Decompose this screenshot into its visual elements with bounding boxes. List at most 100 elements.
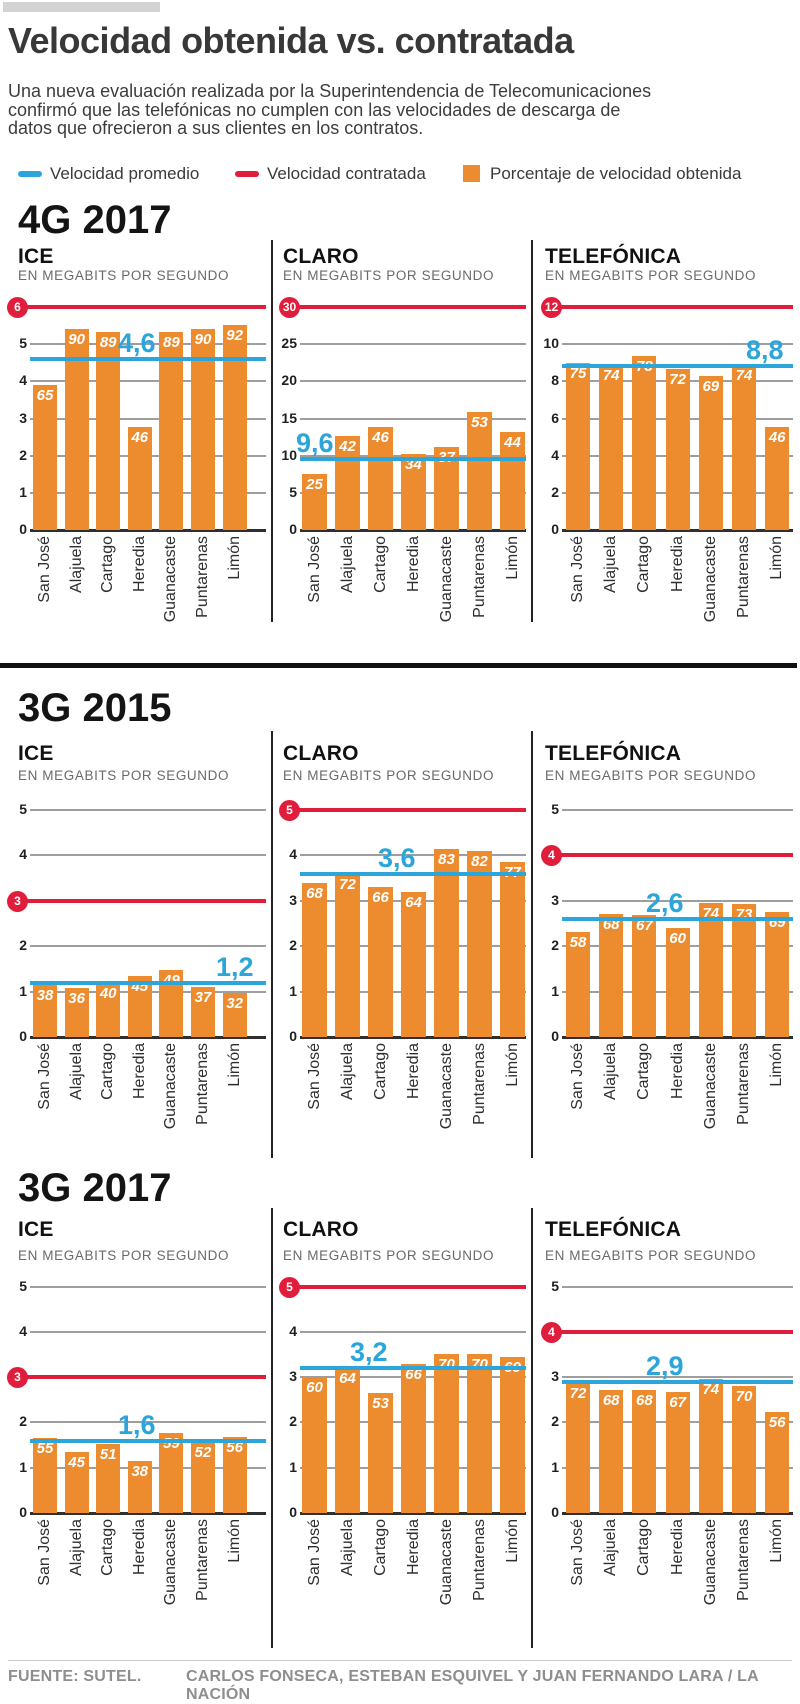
bar-value-label: 37	[194, 988, 212, 1006]
bar	[434, 1354, 459, 1513]
section-title: 3G 2017	[18, 1166, 172, 1210]
bar	[335, 436, 360, 530]
unit-label: EN MEGABITS POR SEGUNDO	[18, 268, 230, 283]
bar	[127, 1461, 152, 1513]
x-axis-label: San José	[36, 536, 53, 603]
x-axis-label: Limón	[768, 536, 786, 580]
legend-label-contracted: Velocidad contratada	[267, 164, 426, 183]
bar	[434, 447, 459, 530]
bar	[64, 987, 89, 1037]
bar	[191, 1442, 215, 1513]
section-title: 3G 2015	[18, 686, 172, 730]
y-tick-label: 5	[19, 801, 27, 817]
average-value-label: 1,2	[216, 951, 254, 982]
source-text: FUENTE: SUTEL.	[8, 1668, 142, 1685]
bar-value-label: 60	[306, 1379, 323, 1397]
bar-value-label: 45	[68, 1453, 85, 1471]
y-tick-label: 6	[551, 409, 559, 426]
bar-value-label: 56	[768, 1413, 786, 1431]
x-axis-label: San José	[305, 1043, 323, 1110]
top-accent-bar	[3, 2, 160, 12]
x-axis-label: Guanacaste	[437, 536, 455, 623]
bar-value-label: 82	[471, 852, 488, 870]
bar	[401, 454, 426, 530]
x-axis-label: Guanacaste	[162, 1519, 180, 1606]
y-tick-label: 4	[19, 372, 27, 389]
contracted-line	[289, 305, 526, 309]
contracted-line	[17, 305, 266, 309]
contracted-value-badge: 4	[541, 1321, 562, 1343]
x-axis-label: Heredia	[404, 1519, 422, 1576]
average-value-label: 9,6	[296, 427, 334, 458]
x-axis-label: Cartago	[371, 1519, 389, 1576]
grid-line	[30, 809, 266, 811]
x-axis-label: Heredia	[130, 1043, 148, 1100]
bar	[698, 376, 723, 530]
bar-value-label: 83	[438, 850, 455, 868]
provider-title: ICE	[18, 245, 54, 268]
average-value-label: 1,6	[118, 1409, 156, 1440]
y-tick-label: 10	[281, 446, 297, 463]
x-axis-label: Puntarenas	[735, 1519, 752, 1601]
provider-title: CLARO	[283, 245, 359, 268]
bar-value-label: 53	[372, 1394, 389, 1412]
contracted-line	[551, 853, 793, 858]
bar	[127, 975, 152, 1037]
bar-value-label: 25	[306, 476, 323, 494]
bar-value-label: 72	[339, 875, 356, 893]
x-axis-label: Puntarenas	[470, 1519, 488, 1601]
bar-value-label: 90	[194, 331, 212, 349]
average-value-label: 3,2	[350, 1337, 388, 1368]
x-axis-label: Limón	[768, 1519, 786, 1563]
bar-value-label: 74	[702, 1380, 720, 1398]
bar-value-label: 69	[702, 378, 720, 396]
x-axis-label: Guanacaste	[701, 1043, 719, 1130]
grid-line	[300, 380, 526, 383]
x-axis-baseline	[30, 1512, 266, 1515]
contracted-value-badge: 3	[7, 890, 28, 912]
provider-title: TELEFÓNICA	[545, 1218, 682, 1241]
x-axis-label: Cartago	[371, 536, 389, 593]
average-line-icon	[18, 171, 42, 177]
bar-value-label: 44	[504, 433, 521, 451]
bar-value-label: 46	[372, 429, 389, 447]
y-tick-label: 1	[289, 1458, 297, 1475]
average-line	[30, 357, 266, 362]
contracted-line	[289, 1284, 526, 1289]
bar	[159, 331, 184, 530]
y-tick-label: 2	[551, 937, 559, 954]
contracted-value-badge: 6	[7, 297, 28, 318]
x-axis-label: Cartago	[99, 1043, 117, 1100]
bar-value-label: 75	[569, 364, 587, 382]
bar	[500, 1356, 525, 1513]
column-divider	[271, 240, 273, 622]
bar-value-label: 74	[602, 366, 620, 384]
x-axis-baseline	[300, 1512, 526, 1515]
bar	[33, 385, 57, 530]
x-axis-label: Alajuela	[338, 1043, 356, 1100]
grid-line	[300, 343, 526, 346]
y-tick-label: 20	[281, 372, 297, 389]
provider-title: TELEFÓNICA	[545, 742, 682, 765]
bar	[566, 931, 590, 1037]
x-axis-label: Heredia	[668, 1519, 686, 1576]
bar	[467, 850, 492, 1037]
x-axis-label: Heredia	[668, 536, 686, 593]
grid-line	[30, 1330, 266, 1333]
grid-line	[562, 899, 793, 902]
bar-value-label: 92	[226, 326, 243, 344]
section-title: 4G 2017	[18, 198, 172, 242]
column-divider	[531, 1208, 533, 1648]
x-axis-label: Alajuela	[338, 1519, 356, 1576]
bar	[566, 362, 590, 530]
bar-value-label: 68	[636, 1391, 653, 1409]
grid-line	[562, 343, 793, 346]
bar	[765, 911, 790, 1037]
obtained-bar-icon	[463, 165, 480, 182]
x-axis-label: Cartago	[371, 1043, 389, 1100]
y-tick-label: 1	[551, 1458, 559, 1475]
y-tick-label: 5	[551, 1277, 559, 1294]
bar-value-label: 52	[194, 1444, 212, 1462]
bar-value-label: 67	[636, 917, 653, 935]
bar	[632, 356, 657, 530]
